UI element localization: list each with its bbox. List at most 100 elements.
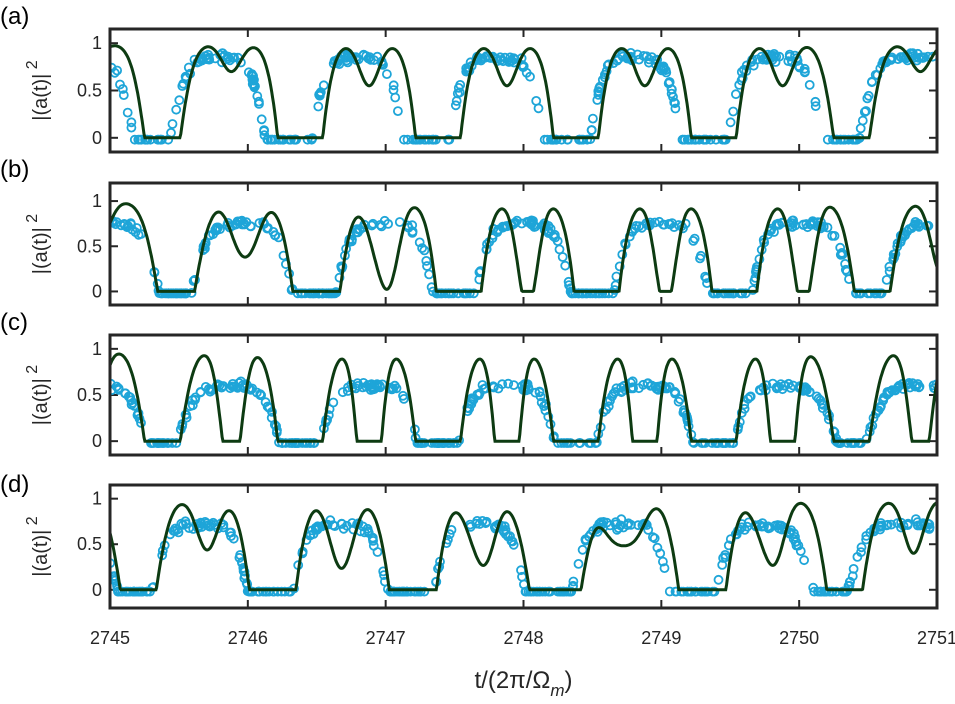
data-point — [870, 408, 881, 419]
data-point — [381, 69, 392, 79]
panel-2: (c) |(a(t)| 2 0 0.5 1 — [0, 309, 939, 457]
data-point — [700, 438, 710, 448]
data-point — [799, 63, 810, 74]
data-point — [141, 134, 152, 145]
data-point — [117, 84, 128, 94]
data-point — [585, 438, 596, 448]
data-point — [695, 253, 705, 264]
data-point — [472, 389, 483, 400]
data-point — [649, 533, 660, 544]
y-axis-label-sup: 2 — [24, 516, 41, 529]
panel-label: (a) — [0, 3, 29, 30]
data-point — [248, 71, 259, 81]
data-point — [603, 288, 614, 299]
data-point — [247, 586, 258, 597]
data-point — [699, 586, 710, 597]
series-line — [110, 352, 937, 443]
data-point — [566, 288, 577, 299]
data-point — [258, 586, 269, 597]
data-point — [254, 586, 265, 597]
data-point — [351, 227, 362, 238]
y-tick-label: 0.5 — [77, 236, 102, 256]
data-point — [215, 224, 225, 235]
data-point — [851, 134, 861, 145]
data-point — [433, 438, 444, 448]
data-point — [701, 134, 711, 145]
y-axis-label-sup: 2 — [24, 365, 41, 378]
data-point — [127, 224, 138, 235]
data-point — [859, 107, 870, 117]
data-point — [554, 244, 565, 255]
data-point — [417, 243, 428, 254]
y-tick-label: 1 — [92, 191, 102, 211]
data-point — [427, 134, 438, 145]
data-point — [453, 288, 464, 299]
data-point — [249, 74, 259, 85]
panel-3: (d) |(a(t)| 2 0 0.5 1 2745 2746 2747 2748 2749 275… — [0, 471, 955, 700]
y-tick-label: 0.5 — [77, 534, 102, 554]
data-point — [752, 54, 763, 65]
data-point — [575, 134, 585, 145]
data-point — [829, 230, 840, 241]
data-point — [580, 535, 591, 545]
data-point — [468, 288, 479, 299]
data-point — [453, 83, 464, 93]
data-point — [184, 523, 195, 533]
data-point — [784, 51, 795, 62]
data-point — [521, 67, 532, 78]
plot-area — [110, 44, 937, 145]
data-point — [590, 288, 601, 299]
data-point — [497, 379, 508, 390]
data-point — [203, 383, 214, 394]
data-point — [503, 378, 514, 389]
data-point — [876, 518, 886, 528]
data-point — [689, 134, 700, 145]
data-point — [798, 219, 809, 230]
data-point — [835, 242, 846, 253]
data-point — [728, 106, 739, 117]
data-point — [522, 216, 532, 227]
data-point — [231, 381, 241, 392]
data-point — [302, 134, 313, 145]
data-point — [310, 288, 321, 299]
data-point — [677, 134, 688, 145]
data-point — [147, 438, 158, 448]
data-point — [857, 115, 868, 126]
data-point — [671, 586, 682, 597]
series-line — [110, 501, 937, 592]
y-tick-label: 1 — [92, 489, 102, 509]
x-axis-label: t/(2π/Ωm) — [474, 667, 572, 700]
data-point — [739, 525, 750, 535]
data-point — [725, 117, 736, 128]
data-point — [477, 380, 488, 390]
data-point — [551, 134, 562, 145]
data-point — [450, 100, 461, 111]
panel-label: (d) — [0, 471, 29, 498]
data-point — [110, 62, 117, 73]
data-point — [305, 438, 316, 448]
data-point — [195, 517, 206, 528]
data-point — [713, 288, 723, 299]
data-point — [211, 223, 222, 234]
data-point — [290, 134, 301, 145]
data-point — [855, 123, 866, 134]
data-point — [655, 548, 666, 559]
data-point — [914, 381, 925, 392]
data-point — [912, 517, 923, 528]
data-point — [664, 586, 675, 597]
data-point — [810, 101, 821, 111]
data-point — [118, 90, 129, 100]
data-point — [709, 586, 720, 597]
axes-frame — [108, 27, 939, 154]
data-point — [417, 438, 428, 448]
series-line — [110, 202, 937, 293]
data-point — [314, 89, 325, 100]
data-point — [654, 216, 665, 227]
data-point — [338, 523, 349, 534]
data-point — [219, 50, 230, 61]
data-point — [688, 235, 699, 246]
data-point — [267, 134, 277, 145]
data-point — [593, 522, 604, 532]
x-tick-label: 2749 — [641, 628, 681, 648]
data-point — [285, 586, 296, 597]
